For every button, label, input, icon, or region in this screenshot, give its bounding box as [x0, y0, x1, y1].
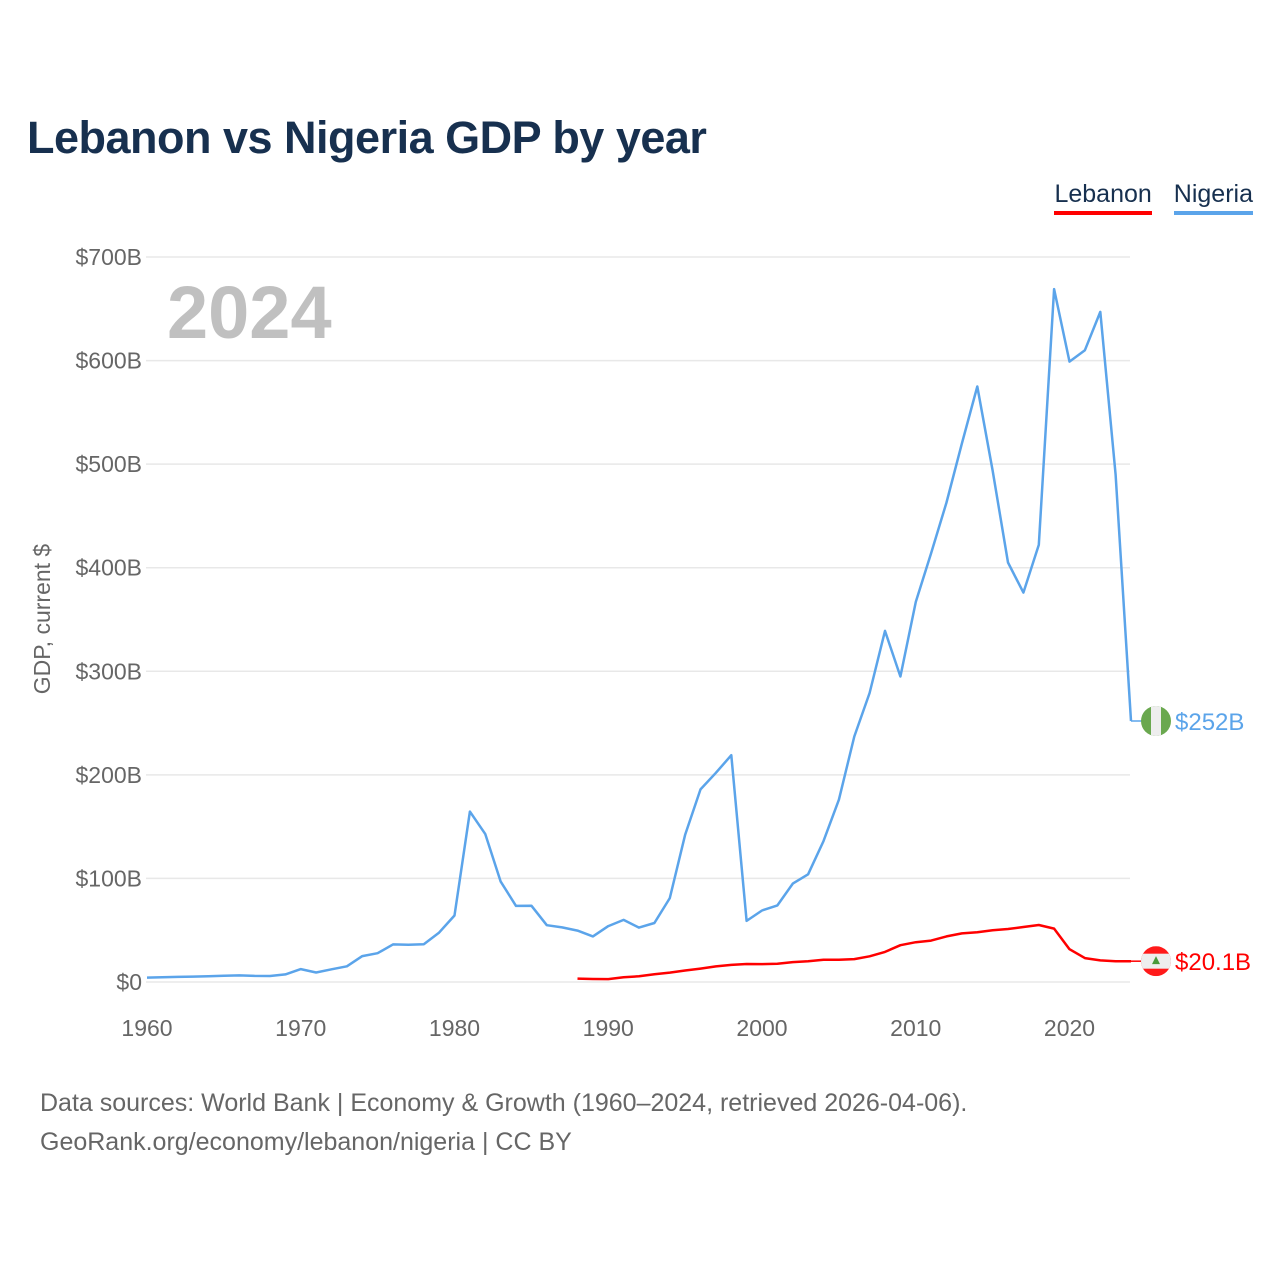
end-value-label: $252B	[1175, 709, 1244, 736]
y-tick-label: $700B	[75, 244, 142, 270]
series-line-lebanon	[577, 923, 1131, 981]
source-note: Data sources: World Bank | Economy & Gro…	[40, 1084, 967, 1162]
flag-white	[1151, 706, 1161, 736]
y-tick-label: $300B	[75, 658, 142, 684]
y-tick-label: $600B	[75, 348, 142, 374]
y-tick-label: $400B	[75, 555, 142, 581]
series-line-nigeria	[146, 287, 1133, 979]
x-tick-label: 2000	[736, 1015, 787, 1041]
y-tick-label: $500B	[75, 451, 142, 477]
y-axis-label: GDP, current $	[29, 544, 55, 695]
x-tick-label: 1990	[583, 1015, 634, 1041]
legend-lebanon[interactable]: Lebanon	[1054, 180, 1152, 215]
end-value-label: $20.1B	[1175, 949, 1251, 976]
x-tick-label: 1970	[275, 1015, 326, 1041]
source-line-2[interactable]: GeoRank.org/economy/lebanon/nigeria | CC…	[40, 1128, 572, 1156]
nigeria-flag-icon	[1141, 706, 1171, 736]
flag-fill	[1141, 706, 1171, 736]
x-tick-label: 2010	[890, 1015, 941, 1041]
legend: Lebanon Nigeria	[1054, 180, 1253, 215]
y-tick-label: $0	[116, 969, 142, 995]
year-watermark: 2024	[167, 271, 332, 354]
legend-nigeria[interactable]: Nigeria	[1173, 180, 1253, 215]
lebanon-flag-icon	[1141, 946, 1171, 977]
y-tick-label: $200B	[75, 762, 142, 788]
chart-title: Lebanon vs Nigeria GDP by year	[27, 112, 707, 163]
x-tick-label: 2020	[1044, 1015, 1095, 1041]
source-line-1: Data sources: World Bank | Economy & Gro…	[40, 1089, 968, 1117]
x-tick-label: 1980	[429, 1015, 480, 1041]
cedar-icon	[1152, 956, 1160, 965]
y-tick-label: $100B	[75, 865, 142, 891]
flag-fill	[1141, 946, 1171, 977]
x-tick-label: 1960	[121, 1015, 172, 1041]
